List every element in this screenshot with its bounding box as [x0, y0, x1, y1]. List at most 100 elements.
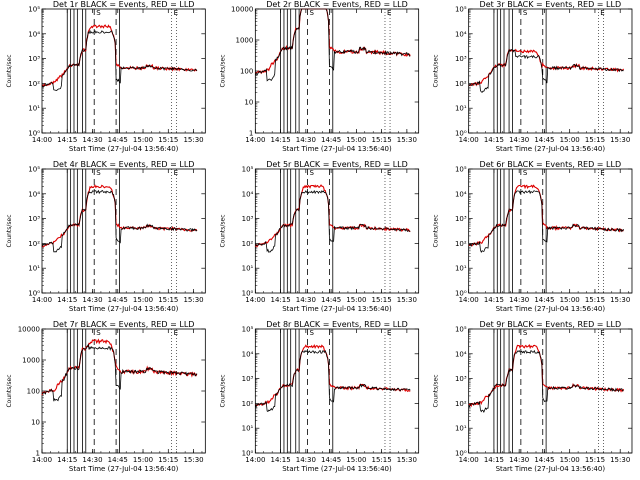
x-tick-label: 14:15 [57, 136, 77, 144]
y-tick-label: 10⁴ [455, 190, 467, 198]
x-axis-label: Start Time (27-Jul-04 13:56:40) [282, 465, 392, 473]
y-tick-label: 10⁰ [28, 290, 40, 298]
marker-letter-s: S [96, 329, 101, 337]
chart-panel-8: Det 8r BLACK = Events, RED = LLD 10⁰ 10¹ 10… [219, 320, 420, 473]
marker-letter-e: E [174, 169, 178, 177]
chart-panel-9: Det 9r BLACK = Events, RED = LLD 10⁰ 10¹ 10… [433, 320, 633, 473]
x-tick-label: 15:15 [372, 136, 392, 144]
panel-title: Det 9r BLACK = Events, RED = LLD [480, 320, 622, 329]
panel-title: Det 4r BLACK = Events, RED = LLD [53, 160, 195, 169]
x-tick-label: 14:45 [321, 296, 341, 304]
y-tick-label: 10³ [455, 55, 467, 63]
x-tick-label: 15:00 [346, 296, 366, 304]
x-axis-label: Start Time (27-Jul-04 13:56:40) [69, 305, 179, 313]
series-line-events [41, 189, 198, 253]
y-tick-label: 10² [455, 240, 467, 248]
x-axis-label: Start Time (27-Jul-04 13:56:40) [69, 465, 179, 473]
x-tick-label: 14:30 [82, 296, 102, 304]
x-tick-label: 15:00 [346, 136, 366, 144]
y-axis-label: Counts/sec [6, 214, 13, 247]
panel-title: Det 3r BLACK = Events, RED = LLD [480, 0, 622, 9]
panel-title: Det 2r BLACK = Events, RED = LLD [266, 0, 408, 9]
marker-letter-s: S [310, 329, 315, 337]
x-tick-label: 14:00 [32, 136, 52, 144]
series-line-lld [41, 338, 198, 396]
x-tick-label: 15:15 [372, 456, 392, 464]
y-tick-label: 10⁴ [455, 30, 467, 38]
x-tick-label: 14:15 [484, 456, 504, 464]
y-tick-label: 100 [240, 68, 253, 76]
x-tick-label: 14:30 [296, 456, 316, 464]
x-tick-label: 14:15 [57, 456, 77, 464]
series-line-events [255, 189, 411, 253]
y-tick-label: 10 [31, 419, 40, 427]
x-tick-label: 14:30 [296, 136, 316, 144]
series-line-events [468, 48, 624, 93]
x-tick-label: 14:30 [82, 136, 102, 144]
x-tick-label: 14:45 [321, 456, 341, 464]
chart-panel-5: Det 5r BLACK = Events, RED = LLD 10⁰ 10¹ 10… [219, 160, 420, 313]
plot-frame [41, 168, 206, 294]
x-tick-label: 14:15 [270, 456, 290, 464]
y-tick-label: 10⁰ [28, 130, 40, 138]
x-tick-label: 14:00 [459, 296, 479, 304]
marker-letter-e: E [174, 329, 178, 337]
panel-title: Det 1r BLACK = Events, RED = LLD [53, 0, 195, 9]
y-axis-label: Counts/sec [6, 374, 13, 407]
y-tick-label: 10⁰ [455, 290, 467, 298]
series-line-events [41, 29, 198, 92]
series-line-events [254, 8, 411, 82]
x-tick-label: 15:15 [158, 136, 178, 144]
x-tick-label: 15:15 [158, 296, 178, 304]
y-tick-label: 10⁴ [455, 350, 467, 358]
x-tick-label: 15:30 [610, 296, 630, 304]
x-tick-label: 15:00 [346, 456, 366, 464]
x-tick-label: 15:30 [610, 136, 630, 144]
y-axis-label: Counts/sec [219, 374, 226, 407]
panel-title: Det 5r BLACK = Events, RED = LLD [266, 160, 408, 169]
chart-panel-1: Det 1r BLACK = Events, RED = LLD 10⁰ 10¹ 10… [6, 0, 206, 153]
chart-panel-3: Det 3r BLACK = Events, RED = LLD 10⁰ 10¹ 10… [433, 0, 633, 153]
y-tick-label: 1000 [22, 357, 40, 365]
y-tick-label: 10000 [18, 326, 40, 334]
x-tick-label: 15:30 [183, 456, 203, 464]
y-tick-label: 10⁵ [455, 6, 467, 14]
x-tick-label: 15:30 [397, 136, 417, 144]
y-tick-label: 100 [27, 388, 40, 396]
chart-panel-4: Det 4r BLACK = Events, RED = LLD 10⁰ 10¹ 10… [6, 160, 206, 313]
y-axis-label: Counts/sec [433, 214, 440, 247]
y-tick-label: 10⁰ [242, 450, 254, 458]
plot-frame [254, 328, 420, 454]
plot-frame [41, 328, 206, 454]
marker-letter-e: E [174, 9, 178, 17]
series-line-events [468, 349, 624, 414]
series-line-events [468, 189, 624, 253]
y-tick-label: 10¹ [242, 265, 254, 273]
y-tick-label: 10⁵ [28, 166, 40, 174]
y-tick-label: 10⁴ [28, 30, 40, 38]
y-tick-label: 10⁵ [455, 166, 467, 174]
x-tick-label: 14:30 [509, 296, 529, 304]
x-tick-label: 14:15 [484, 136, 504, 144]
x-axis-label: Start Time (27-Jul-04 13:56:40) [496, 305, 606, 313]
y-tick-label: 10⁴ [242, 350, 254, 358]
y-tick-label: 1 [249, 130, 253, 138]
y-tick-label: 10¹ [28, 265, 40, 273]
x-tick-label: 14:00 [459, 456, 479, 464]
x-tick-label: 14:00 [32, 456, 52, 464]
x-tick-label: 14:45 [321, 136, 341, 144]
y-axis-label: Counts/sec [433, 374, 440, 407]
x-tick-label: 15:15 [158, 456, 178, 464]
x-tick-label: 15:00 [560, 136, 580, 144]
marker-letter-e: E [387, 169, 391, 177]
y-axis-label: Counts/sec [219, 214, 226, 247]
plot-frame [254, 8, 420, 134]
x-tick-label: 15:00 [560, 296, 580, 304]
chart-panel-2: Det 2r BLACK = Events, RED = LLD 1 10 100 10… [219, 0, 420, 153]
marker-letter-s: S [523, 9, 528, 17]
y-axis-label: Counts/sec [219, 54, 226, 87]
y-tick-label: 10³ [455, 375, 467, 383]
y-tick-label: 10² [28, 80, 40, 88]
y-tick-label: 10⁵ [28, 6, 40, 14]
x-tick-label: 14:15 [57, 296, 77, 304]
